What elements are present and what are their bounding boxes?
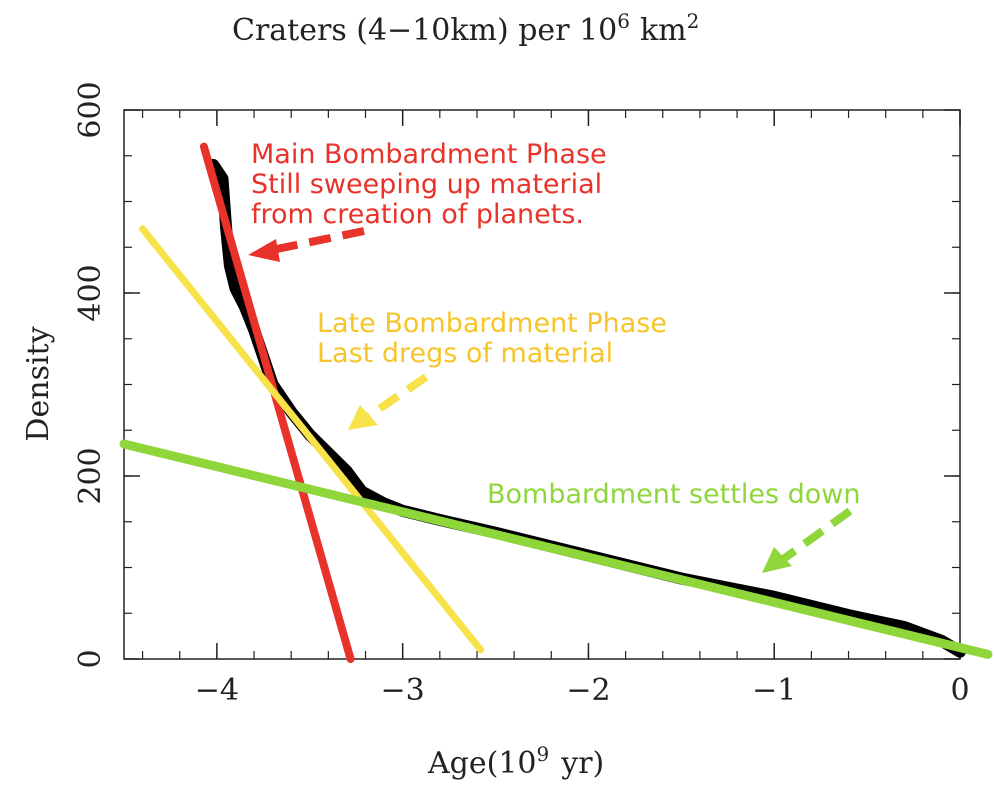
main-bombardment-fit-line: [199, 142, 355, 663]
main-phase-annotation: Main Bombardment Phase Still sweeping up…: [251, 139, 615, 230]
y-axis-ticks: 0 200 400 600: [73, 81, 960, 669]
x-tick-label: −3: [381, 673, 425, 708]
annotation-arrows: [248, 227, 853, 573]
y-axis-label: Density: [21, 326, 56, 441]
crater-density-line: [207, 158, 966, 658]
x-tick-label: −2: [566, 673, 610, 708]
settled-fit-line: [119, 439, 993, 659]
chart-title: Craters (4−10km) per 106 km2: [232, 9, 699, 48]
y-tick-label: 0: [73, 649, 108, 668]
x-tick-label: −1: [752, 673, 796, 708]
x-axis-ticks: −4 −3 −2 −1 0: [195, 110, 970, 708]
x-tick-label: 0: [950, 673, 969, 708]
x-tick-label: −4: [195, 673, 239, 708]
y-tick-label: 400: [73, 264, 108, 321]
y-tick-label: 600: [73, 81, 108, 138]
y-tick-label: 200: [73, 447, 108, 504]
late-phase-arrow-icon: [348, 373, 429, 430]
late-phase-annotation: Late Bombardment Phase Last dregs of mat…: [317, 308, 676, 369]
x-axis-label: Age(109 yr): [427, 742, 604, 781]
series-group: [119, 142, 993, 663]
main-phase-arrow-icon: [248, 227, 365, 262]
settles-annotation: Bombardment settles down: [487, 479, 860, 510]
settles-arrow-icon: [762, 507, 853, 573]
late-bombardment-fit-line: [139, 225, 485, 654]
